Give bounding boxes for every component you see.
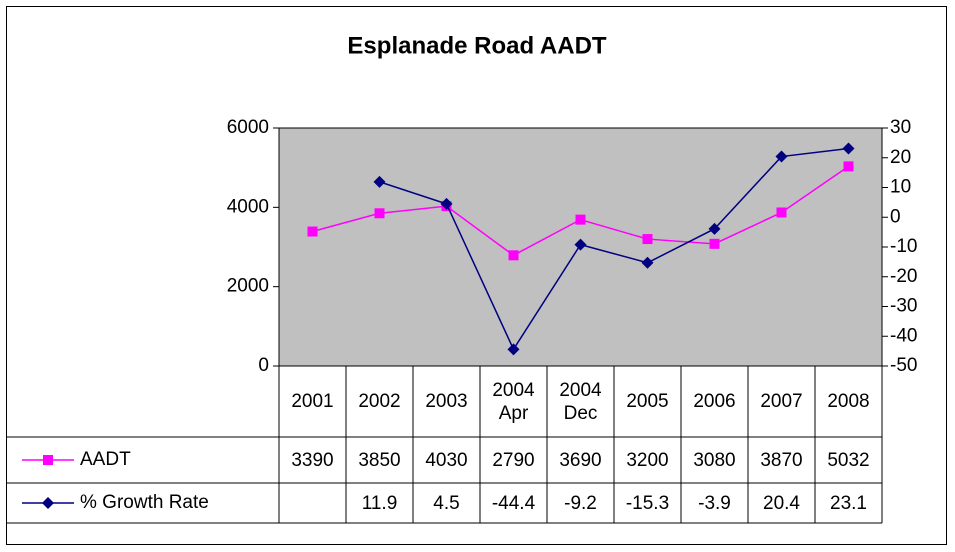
x-tick-label: 2003 — [425, 391, 468, 412]
table-value: 23.1 — [830, 492, 867, 514]
marker — [843, 161, 854, 172]
x-tick-label: 2008 — [827, 391, 870, 412]
table-value: 3200 — [626, 449, 669, 471]
table-value: 20.4 — [763, 492, 800, 514]
x-tick-label: 2006 — [693, 391, 736, 412]
marker — [574, 238, 587, 251]
marker — [842, 142, 855, 155]
table-value: 3080 — [693, 449, 736, 471]
table-value: 5032 — [827, 449, 870, 471]
legend-marker — [43, 455, 53, 465]
marker — [373, 175, 386, 188]
y2-tick-label: 10 — [890, 177, 911, 198]
legend-label: % Growth Rate — [80, 492, 209, 513]
table-value: 3870 — [760, 449, 803, 471]
marker — [508, 250, 519, 261]
y2-tick-label: 30 — [890, 117, 911, 138]
y2-tick-label: -50 — [890, 355, 917, 376]
y-tick-label: 2000 — [227, 276, 269, 297]
table-value: 4.5 — [433, 492, 460, 514]
table-value: -44.4 — [491, 492, 536, 514]
x-tick-label: 2007 — [760, 391, 803, 412]
marker — [374, 208, 385, 219]
x-tick-label: 2005 — [626, 391, 669, 412]
marker — [575, 214, 586, 225]
marker — [642, 234, 653, 245]
table-value: -15.3 — [625, 492, 670, 514]
table-value: -9.2 — [564, 492, 597, 514]
marker — [440, 197, 453, 210]
marker — [307, 226, 318, 237]
table-value: -3.9 — [698, 492, 731, 514]
legend-label: AADT — [80, 449, 131, 470]
y2-tick-label: -30 — [890, 296, 917, 317]
chart-title: Esplanade Road AADT — [347, 32, 606, 59]
y-tick-label: 4000 — [227, 196, 269, 217]
table-value: 2790 — [492, 449, 535, 471]
table-value: 3690 — [559, 449, 602, 471]
marker — [708, 222, 721, 235]
y2-tick-label: -20 — [890, 266, 917, 287]
marker — [709, 238, 720, 249]
y2-tick-label: -10 — [890, 236, 917, 257]
y-tick-label: 6000 — [227, 117, 269, 138]
x-tick-label: 2004 Apr — [492, 379, 535, 424]
x-tick-label: 2001 — [291, 391, 334, 412]
table-value: 3850 — [358, 449, 401, 471]
y2-tick-label: 20 — [890, 147, 911, 168]
table-value: 11.9 — [361, 492, 398, 514]
marker — [641, 256, 654, 269]
marker — [775, 150, 788, 163]
y-tick-label: 0 — [258, 355, 269, 376]
x-tick-label: 2004 Dec — [559, 379, 602, 424]
y2-tick-label: -40 — [890, 325, 917, 346]
marker — [507, 343, 520, 356]
legend-marker — [42, 497, 54, 509]
x-tick-label: 2002 — [358, 391, 401, 412]
table-value: 4030 — [425, 449, 468, 471]
y2-tick-label: 0 — [890, 206, 901, 227]
table-value: 3390 — [291, 449, 334, 471]
series-line — [379, 147, 849, 351]
marker — [776, 207, 787, 218]
